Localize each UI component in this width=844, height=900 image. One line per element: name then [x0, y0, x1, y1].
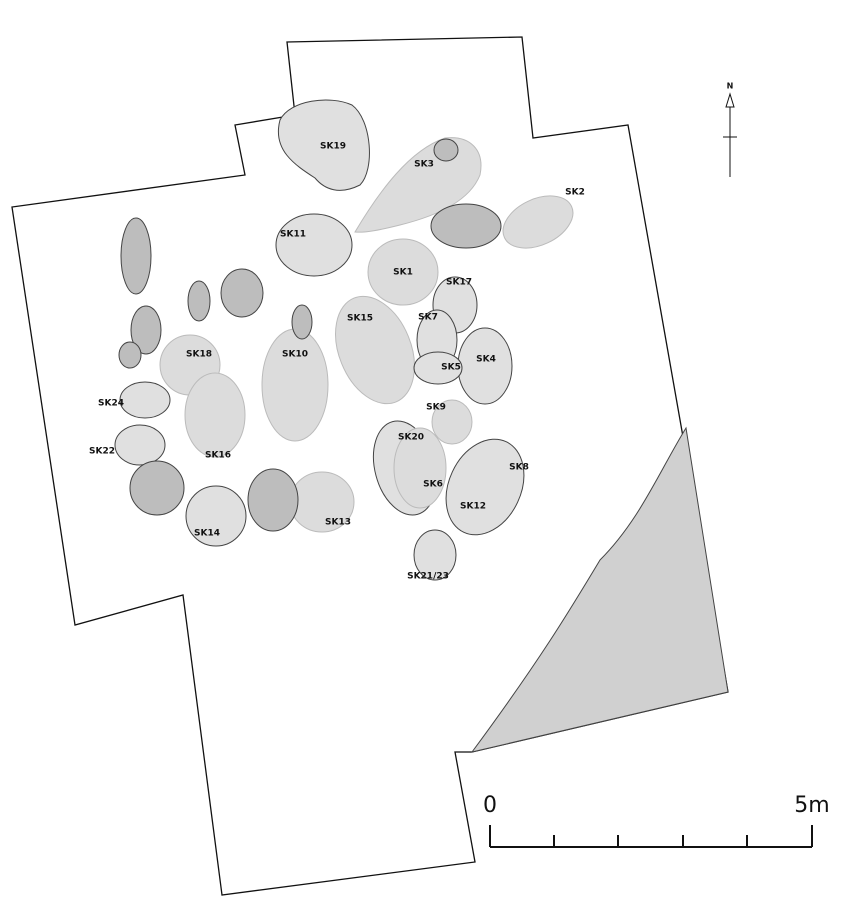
pit [431, 399, 473, 445]
pit [277, 99, 370, 191]
burial-label: SK5 [441, 363, 461, 373]
pit [413, 351, 463, 385]
north-arrow: N [723, 82, 737, 177]
burial-label: SK20 [398, 433, 424, 443]
burial-label: SK7 [418, 313, 438, 323]
burial-label: SK8 [509, 463, 529, 473]
feature [129, 460, 185, 516]
north-head [725, 92, 735, 108]
burial-label: SK14 [194, 529, 220, 539]
pit [114, 424, 166, 466]
burial-label: SK10 [282, 350, 308, 360]
north-label: N [727, 82, 734, 91]
scale-bar: 0 5m [483, 793, 830, 848]
burial-label: SK22 [89, 447, 115, 457]
feature [433, 138, 459, 162]
pit [457, 327, 513, 405]
scale-end: 5m [794, 793, 829, 818]
burial-label: SK1 [393, 268, 413, 278]
burial-label: SK6 [423, 480, 443, 490]
burial-labels: SK19 SK3 SK2 SK11 SK1 SK17 SK15 SK7 SK18 SK10 SK4 S… [89, 142, 585, 582]
burial-label: SK15 [347, 314, 373, 324]
feature [118, 341, 142, 369]
burial-label: SK3 [414, 160, 434, 170]
burial-label: SK11 [280, 230, 306, 240]
pits [114, 99, 574, 581]
unexcavated-area [470, 426, 729, 753]
burial-label: SK13 [325, 518, 351, 528]
burial-label: SK12 [460, 502, 486, 512]
pit [261, 328, 329, 442]
burial-label: SK17 [446, 278, 472, 288]
burial-label: SK9 [426, 403, 446, 413]
pit [413, 529, 457, 581]
feature [291, 304, 313, 340]
pit [445, 438, 525, 536]
burial-label: SK18 [186, 350, 212, 360]
scale-start: 0 [483, 793, 497, 818]
feature [220, 268, 264, 318]
pit [184, 372, 246, 458]
pit [393, 427, 447, 509]
pit [502, 195, 574, 249]
pit [275, 213, 353, 277]
pit [335, 295, 415, 405]
burial-label: SK24 [98, 399, 124, 409]
pit [367, 238, 439, 306]
excavation-outline [11, 36, 729, 896]
feature [247, 468, 299, 532]
pit [185, 485, 247, 547]
feature [187, 280, 211, 322]
feature [120, 217, 152, 295]
burial-label: SK21/23 [407, 572, 449, 582]
feature [130, 305, 162, 355]
burial-label: SK16 [205, 451, 231, 461]
burial-label: SK19 [320, 142, 346, 152]
feature [430, 203, 502, 249]
pit [119, 381, 171, 419]
dark-features [118, 138, 502, 532]
burial-label: SK2 [565, 188, 585, 198]
pit [354, 137, 482, 233]
burial-label: SK4 [476, 355, 496, 365]
